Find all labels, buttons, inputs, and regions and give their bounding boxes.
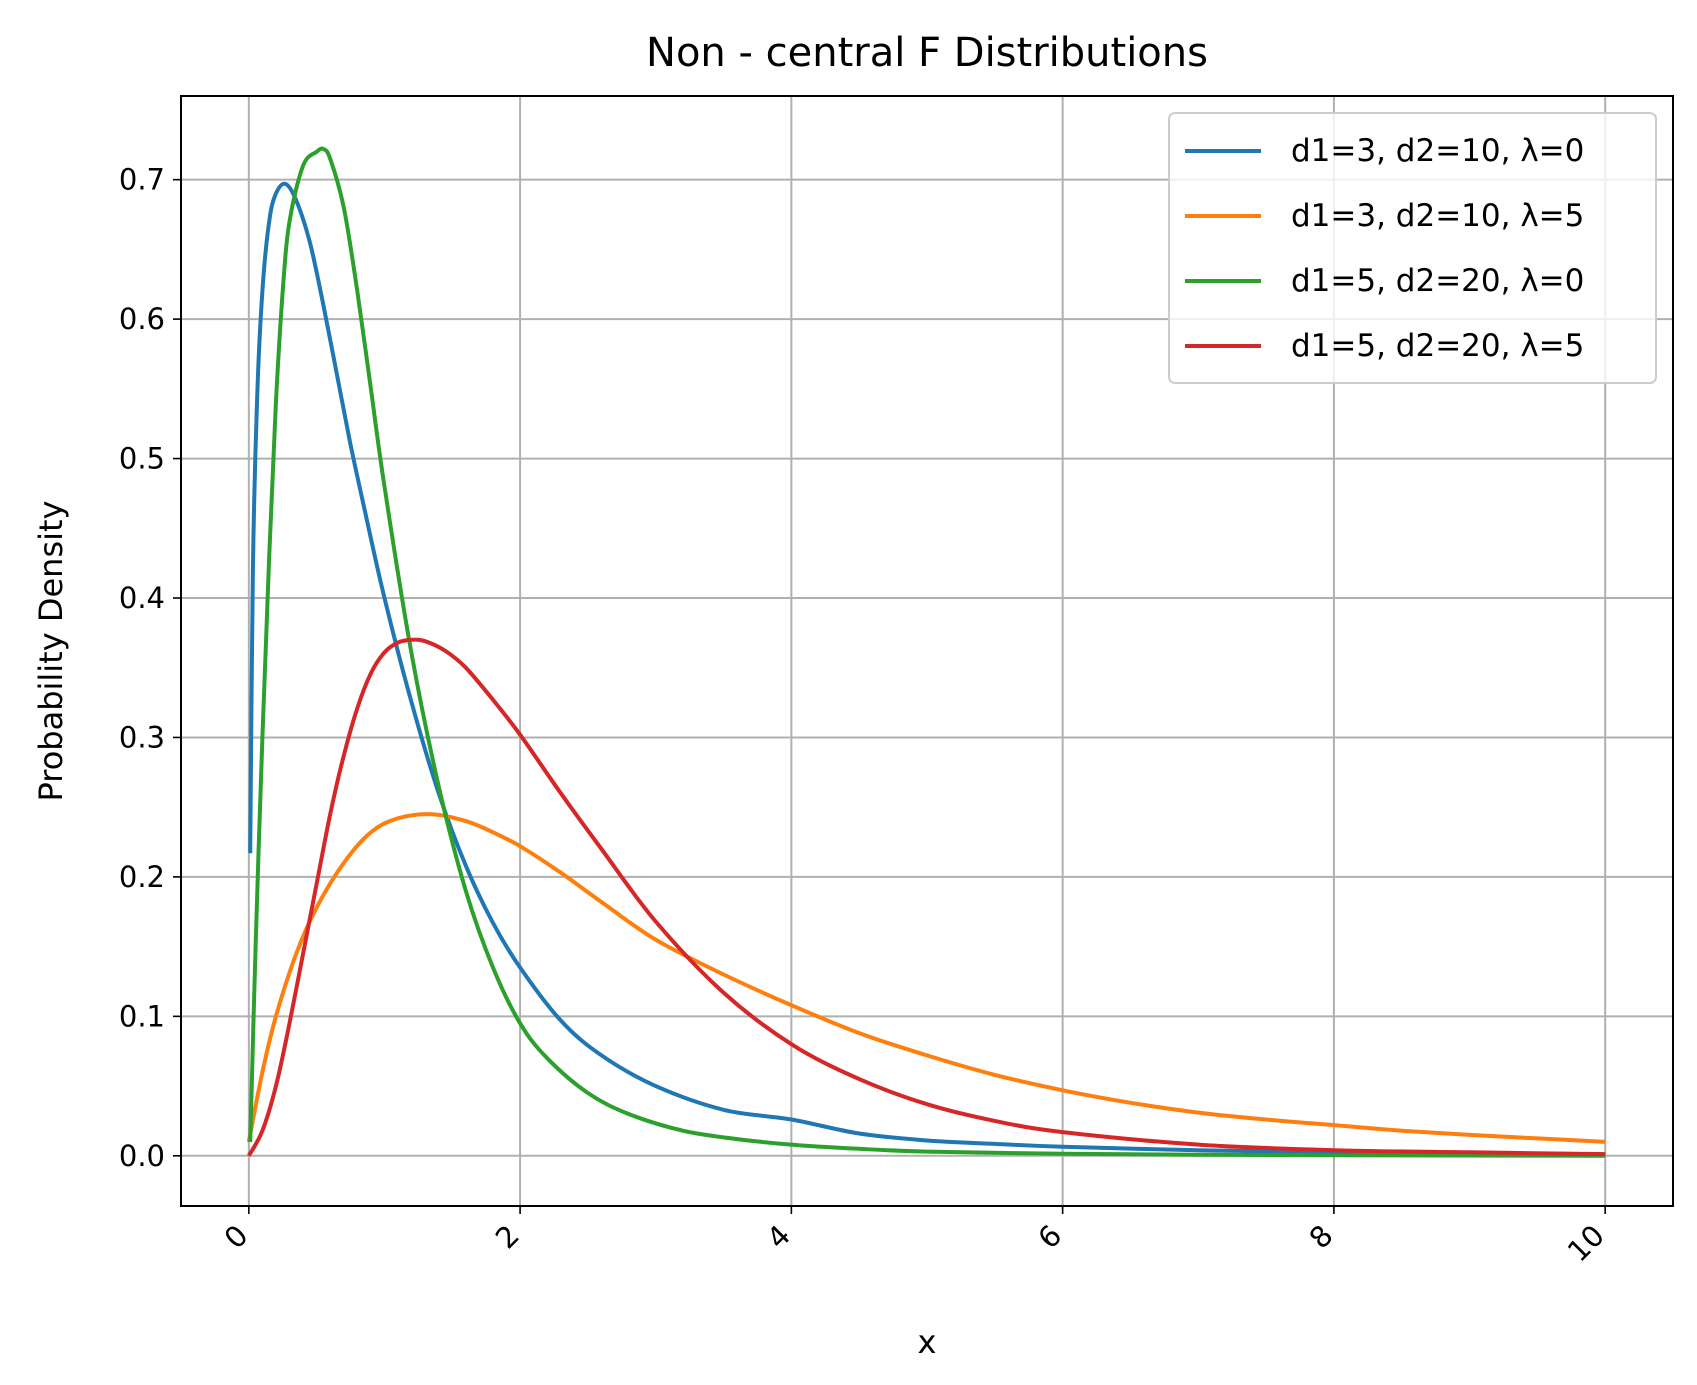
y-tick-label: 0.3 <box>119 720 165 754</box>
legend-label: d1=5, d2=20, λ=5 <box>1291 328 1584 364</box>
x-axis-label: x <box>918 1323 937 1361</box>
y-tick-label: 0.7 <box>119 163 165 197</box>
axis-ticks: 0 2 4 6 8 100.00.10.20.30.40.50.60.7 <box>119 163 1611 1269</box>
y-tick-label: 0.6 <box>119 302 165 336</box>
chart-title: Non - central F Distributions <box>646 30 1208 76</box>
plot-frame <box>180 95 1674 1207</box>
y-tick-label: 0.4 <box>119 581 165 615</box>
y-axis-label: Probability Density <box>32 501 70 802</box>
y-tick-label: 0.0 <box>119 1139 165 1173</box>
grid <box>181 96 1673 1206</box>
y-tick-label: 0.5 <box>119 442 165 476</box>
y-tick-label: 0.1 <box>119 999 165 1033</box>
series-line-3 <box>248 146 1606 1158</box>
series-lines <box>246 146 1606 1158</box>
legend-label: d1=5, d2=20, λ=0 <box>1291 263 1584 299</box>
legend-label: d1=3, d2=10, λ=5 <box>1291 198 1584 234</box>
legend: d1=3, d2=10, λ=0 d1=3, d2=10, λ=5 d1=5, d2… <box>1168 112 1657 384</box>
y-tick-label: 0.2 <box>119 860 165 894</box>
series-line-4 <box>247 637 1606 1157</box>
legend-label: d1=3, d2=10, λ=0 <box>1291 133 1584 169</box>
legend-box <box>1168 112 1657 384</box>
